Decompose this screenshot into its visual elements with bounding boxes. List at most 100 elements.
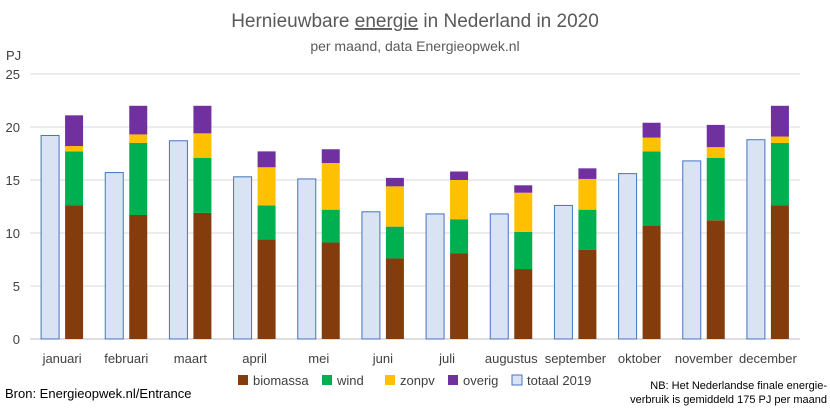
note-line-2: verbruik is gemiddeld 175 PJ per maand — [630, 394, 827, 406]
bar-segment-zonpv — [129, 134, 148, 143]
bar-segment-overig — [514, 185, 533, 193]
bar-segment-biomassa — [578, 249, 597, 339]
gridlines — [30, 73, 800, 340]
bar-segment-overig — [706, 124, 725, 148]
bar-segment-biomassa — [257, 239, 276, 339]
x-tick-label: januari — [42, 351, 82, 366]
bar-segment-zonpv — [321, 163, 340, 210]
x-tick-label: maart — [174, 351, 208, 366]
x-tick-label: oktober — [618, 351, 662, 366]
chart-title: Hernieuwbare energie in Nederland in 202… — [231, 11, 599, 32]
bar-totaal-2019 — [553, 204, 573, 340]
bar-segment-wind — [770, 142, 789, 206]
bar-segment-wind — [706, 157, 725, 221]
legend-swatch — [322, 375, 332, 385]
bar-segment-zonpv — [578, 178, 597, 210]
bar-segment-biomassa — [385, 258, 404, 339]
y-tick-label: 15 — [6, 173, 20, 188]
note-line-1: NB: Het Nederlandse finale energie- — [650, 380, 827, 392]
bar-segment-zonpv — [65, 146, 84, 152]
bar-segment-overig — [385, 177, 404, 187]
bar-segment-wind — [450, 219, 469, 254]
bar-segment-biomassa — [65, 205, 84, 339]
bar-totaal-2019 — [297, 178, 317, 340]
bar-segment-overig — [65, 115, 84, 147]
x-tick-labels: januari februari maart april mei juni juli augu… — [42, 351, 798, 366]
bar-segment-zonpv — [514, 192, 533, 232]
legend-swatch — [385, 375, 395, 385]
y-tick-label: 10 — [6, 226, 20, 241]
bar-segment-biomassa — [129, 214, 148, 339]
bar-segment-biomassa — [706, 220, 725, 339]
bar-totaal-2019 — [233, 176, 253, 340]
bar-totaal-2019 — [618, 173, 638, 340]
bar-segment-zonpv — [385, 186, 404, 227]
legend-swatch — [511, 374, 523, 386]
y-tick-label: 20 — [6, 120, 20, 135]
legend-swatch — [238, 375, 248, 385]
bar-segment-wind — [321, 209, 340, 243]
bar-segment-wind — [193, 157, 212, 213]
y-axis-label: PJ — [6, 48, 21, 63]
legend-swatch — [448, 375, 458, 385]
bars — [40, 105, 789, 340]
bar-segment-wind — [65, 151, 84, 206]
x-tick-label: april — [242, 351, 267, 366]
bar-totaal-2019 — [746, 139, 766, 340]
y-tick-label: 5 — [13, 279, 20, 294]
bar-totaal-2019 — [104, 172, 124, 340]
bar-segment-wind — [257, 205, 276, 240]
bar-segment-overig — [578, 168, 597, 179]
bar-totaal-2019 — [682, 160, 702, 340]
bar-segment-overig — [193, 105, 212, 134]
bar-segment-overig — [257, 151, 276, 168]
bar-segment-biomassa — [770, 205, 789, 339]
bar-totaal-2019 — [425, 213, 445, 340]
bar-segment-overig — [642, 122, 661, 138]
bar-segment-zonpv — [257, 167, 276, 206]
x-tick-label: augustus — [485, 351, 538, 366]
y-tick-label: 25 — [6, 67, 20, 82]
bar-segment-biomassa — [642, 225, 661, 339]
bar-segment-biomassa — [450, 253, 469, 339]
x-tick-label: december — [739, 351, 797, 366]
legend: biomassa wind zonpv overig totaal 2019 — [238, 373, 591, 388]
legend-label: zonpv — [400, 373, 435, 388]
legend-label: totaal 2019 — [527, 373, 591, 388]
bar-segment-overig — [770, 105, 789, 137]
bar-segment-wind — [642, 151, 661, 226]
bar-segment-zonpv — [706, 147, 725, 158]
bar-totaal-2019 — [361, 211, 381, 340]
bar-totaal-2019 — [40, 134, 60, 340]
bar-segment-overig — [129, 105, 148, 135]
x-tick-label: november — [675, 351, 733, 366]
bar-segment-wind — [578, 209, 597, 250]
chart-subtitle: per maand, data Energieopwek.nl — [310, 38, 519, 54]
x-tick-label: juli — [438, 351, 455, 366]
bar-totaal-2019 — [168, 140, 188, 340]
legend-label: overig — [463, 373, 498, 388]
source-text: Bron: Energieopwek.nl/Entrance — [5, 386, 191, 401]
bar-segment-zonpv — [450, 180, 469, 220]
bar-totaal-2019 — [489, 213, 509, 340]
bar-segment-biomassa — [514, 269, 533, 339]
bar-segment-overig — [321, 149, 340, 164]
legend-label: wind — [336, 373, 364, 388]
y-tick-label: 0 — [13, 332, 20, 347]
legend-label: biomassa — [253, 373, 309, 388]
x-tick-label: februari — [104, 351, 148, 366]
x-tick-label: september — [545, 351, 607, 366]
bar-segment-zonpv — [642, 137, 661, 152]
x-tick-label: mei — [308, 351, 329, 366]
x-tick-label: juni — [372, 351, 393, 366]
bar-segment-zonpv — [770, 136, 789, 143]
bar-segment-wind — [129, 142, 148, 215]
bar-segment-biomassa — [321, 242, 340, 339]
y-tick-labels: 0 5 10 15 20 25 — [6, 67, 20, 347]
bar-segment-wind — [385, 226, 404, 259]
bar-segment-overig — [450, 171, 469, 180]
bar-segment-zonpv — [193, 133, 212, 158]
bar-segment-biomassa — [193, 212, 212, 339]
bar-segment-wind — [514, 231, 533, 270]
